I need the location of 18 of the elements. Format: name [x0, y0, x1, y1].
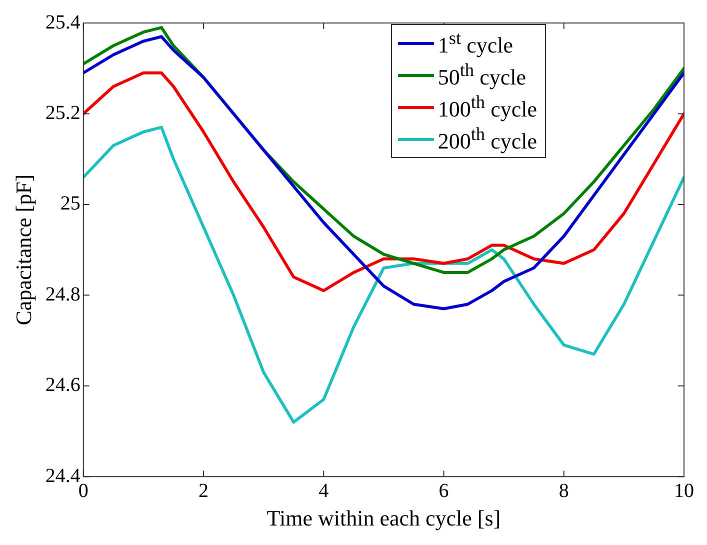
- y-tick-label: 25.2: [45, 102, 80, 124]
- x-tick-label: 2: [198, 480, 209, 502]
- x-axis-title: Time within each cycle [s]: [266, 506, 501, 531]
- legend-label: 200$^{th}$ cycle: [438, 124, 537, 154]
- y-tick-label: 25: [60, 192, 80, 215]
- x-tick-label: 4: [318, 480, 329, 502]
- x-tick-label: 8: [558, 480, 569, 502]
- x-tick-label: 6: [438, 480, 449, 502]
- legend-label: 1$^{st}$ cycle: [438, 28, 513, 58]
- x-tick-label: 0: [78, 480, 88, 502]
- legend-label: 50$^{th}$ cycle: [438, 60, 526, 90]
- y-tick-label: 24.6: [45, 374, 80, 396]
- x-tick-label: 10: [674, 480, 694, 502]
- y-tick-label: 24.4: [45, 464, 80, 487]
- y-axis-title: Capacitance [pF]: [10, 174, 36, 326]
- y-tick-label: 24.8: [45, 283, 80, 306]
- y-tick-label: 25.4: [45, 11, 80, 34]
- legend-label: 100$^{th}$ cycle: [438, 92, 537, 122]
